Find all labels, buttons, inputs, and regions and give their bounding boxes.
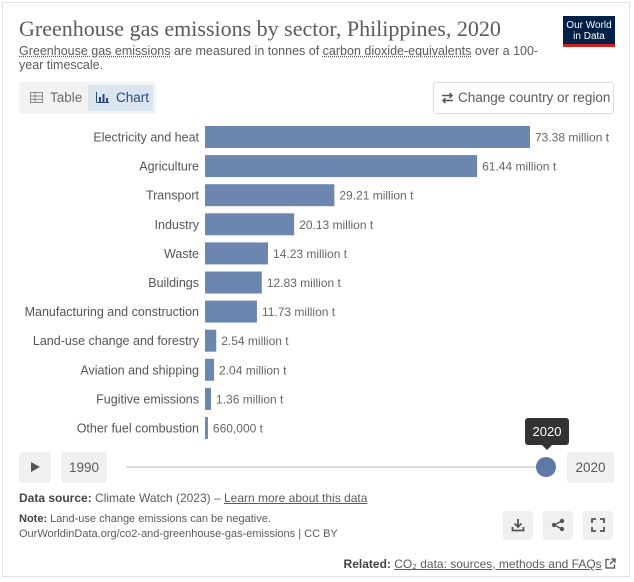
chart-title: Greenhouse gas emissions by sector, Phil…	[19, 16, 501, 41]
table-icon	[30, 92, 43, 103]
source-label: Data source:	[19, 491, 92, 505]
related-link-row: Related: CO₂ data: sources, methods and …	[344, 557, 616, 571]
play-button[interactable]	[19, 452, 51, 483]
chart-frame	[2, 2, 630, 577]
fullscreen-button[interactable]	[583, 511, 613, 540]
category-label: Waste	[164, 247, 199, 261]
bar[interactable]	[205, 271, 262, 294]
category-label: Electricity and heat	[93, 131, 199, 145]
timeline-track[interactable]	[126, 466, 546, 468]
subtitle-text: are measured in tonnes of	[170, 44, 323, 58]
bar[interactable]	[205, 300, 257, 323]
logo-line1: Our World	[566, 20, 612, 31]
value-label: 73.38 million t	[535, 131, 610, 145]
chart-note: Note: Land-use change emissions can be n…	[19, 512, 338, 542]
related-link[interactable]: CO₂ data: sources, methods and FAQs	[394, 557, 602, 571]
bar[interactable]	[205, 155, 478, 178]
logo-line2: in Data	[573, 31, 605, 42]
timeline-handle[interactable]	[536, 457, 556, 477]
owid-logo[interactable]: Our World in Data	[563, 16, 615, 47]
note-text: Land-use change emissions can be negativ…	[47, 513, 271, 525]
chart-subtitle: Greenhouse gas emissions are measured in…	[19, 44, 539, 72]
bar[interactable]	[205, 358, 215, 381]
category-label: Transport	[146, 189, 200, 203]
value-label: 29.21 million t	[339, 189, 414, 203]
value-label: 14.23 million t	[273, 247, 348, 261]
tab-chart[interactable]: Chart	[88, 85, 153, 111]
bar[interactable]	[205, 242, 269, 265]
tab-table-label: Table	[50, 90, 83, 105]
fullscreen-icon	[591, 518, 605, 532]
ghg-link[interactable]: Greenhouse gas emissions	[19, 44, 171, 58]
view-tabs: Table Chart	[19, 82, 156, 114]
bar[interactable]	[205, 417, 208, 439]
category-label: Industry	[155, 218, 200, 232]
category-label: Other fuel combustion	[77, 422, 199, 436]
swap-icon	[441, 92, 454, 104]
bar[interactable]	[205, 213, 295, 236]
start-year-box[interactable]: 1990	[61, 452, 107, 483]
tab-table[interactable]: Table	[22, 85, 86, 111]
download-button[interactable]	[503, 511, 533, 540]
learn-more-link[interactable]: Learn more about this data	[223, 491, 368, 505]
value-label: 1.36 million t	[216, 392, 284, 406]
external-link-icon	[605, 558, 616, 569]
value-label: 12.83 million t	[267, 276, 342, 290]
chart-url[interactable]: OurWorldinData.org/co2-and-greenhouse-ga…	[19, 528, 338, 540]
change-country-button[interactable]: Change country or region	[433, 82, 614, 114]
category-label: Aviation and shipping	[80, 363, 199, 377]
source-text: Climate Watch (2023) –	[91, 491, 224, 505]
co2eq-link[interactable]: carbon dioxide-equivalents	[322, 44, 472, 58]
change-country-label: Change country or region	[458, 90, 611, 105]
chart-icon	[96, 92, 109, 103]
value-label: 61.44 million t	[482, 160, 557, 174]
category-label: Fugitive emissions	[96, 392, 199, 406]
bar[interactable]	[205, 184, 335, 207]
value-label: 2.04 million t	[219, 363, 287, 377]
bar[interactable]	[205, 126, 530, 148]
data-source: Data source: Climate Watch (2023) – Lear…	[19, 491, 367, 505]
category-label: Manufacturing and construction	[25, 305, 199, 319]
bar[interactable]	[205, 329, 217, 352]
value-label: 660,000 t	[213, 422, 264, 436]
related-label: Related:	[343, 557, 391, 571]
category-label: Land-use change and forestry	[33, 334, 200, 348]
value-label: 20.13 million t	[299, 218, 374, 232]
value-label: 11.73 million t	[262, 305, 336, 319]
bar[interactable]	[205, 387, 212, 410]
download-icon	[511, 519, 525, 532]
category-label: Buildings	[148, 276, 199, 290]
end-year-box[interactable]: 2020	[567, 452, 614, 483]
subtitle-end: over a 100-year timescale.	[19, 44, 539, 72]
value-label: 2.54 million t	[221, 334, 289, 348]
share-icon	[551, 518, 565, 532]
category-label: Agriculture	[139, 160, 199, 174]
bar-chart: Electricity and heat 73.38 million t Agric…	[25, 126, 610, 439]
tab-chart-label: Chart	[116, 90, 150, 105]
share-button[interactable]	[543, 511, 573, 540]
year-tooltip: 2020	[525, 418, 569, 450]
note-label: Note:	[19, 513, 48, 525]
